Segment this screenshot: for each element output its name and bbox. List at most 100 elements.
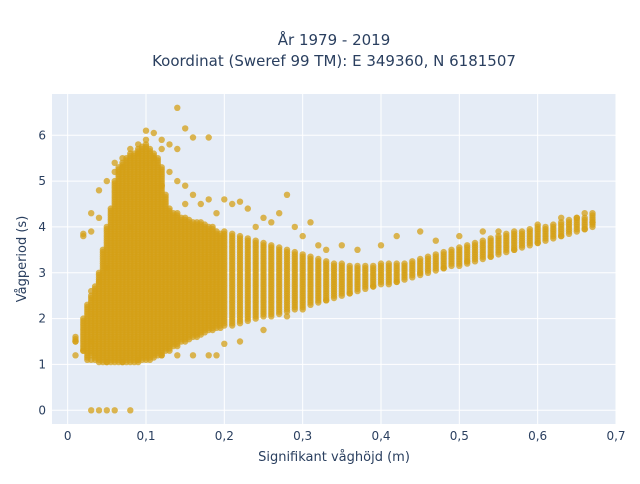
data-point	[315, 255, 322, 263]
data-point	[346, 290, 353, 297]
y-axis-title: Vågperiod (s)	[15, 216, 30, 303]
data-point	[370, 283, 377, 290]
data-point	[150, 150, 157, 157]
data-point	[142, 127, 150, 134]
data-point	[276, 244, 283, 251]
data-point	[221, 228, 228, 235]
data-point	[103, 358, 111, 366]
data-point	[471, 239, 479, 247]
y-tick-label: 5	[38, 174, 46, 188]
data-point	[111, 407, 118, 414]
data-points	[72, 104, 596, 414]
data-point	[80, 230, 87, 237]
data-point	[362, 262, 369, 270]
data-point	[162, 191, 169, 198]
data-point	[268, 242, 275, 249]
x-tick-label: 0,2	[215, 429, 234, 443]
data-point	[479, 237, 486, 244]
data-point	[236, 338, 244, 345]
data-point	[174, 104, 181, 112]
data-point	[166, 168, 173, 176]
data-point	[197, 200, 204, 208]
data-point	[448, 246, 455, 253]
data-point	[72, 333, 79, 341]
data-point	[119, 155, 126, 162]
data-point	[189, 191, 197, 198]
data-point	[589, 219, 596, 226]
data-point	[229, 230, 236, 237]
data-point	[111, 159, 118, 166]
data-point	[127, 223, 134, 231]
y-tick-label: 1	[38, 357, 46, 371]
data-point	[146, 145, 154, 153]
data-point	[291, 248, 298, 256]
data-point	[244, 235, 251, 242]
data-point	[103, 265, 111, 272]
data-point	[511, 246, 518, 253]
y-tick-label: 4	[38, 220, 46, 234]
data-point	[581, 214, 588, 221]
data-point	[111, 168, 118, 176]
y-tick-label: 2	[38, 312, 46, 326]
data-point	[424, 253, 432, 260]
data-point	[221, 196, 228, 203]
data-point	[95, 278, 103, 286]
data-point	[323, 258, 330, 265]
data-point	[209, 223, 216, 231]
data-point	[88, 407, 95, 414]
data-point	[511, 228, 518, 235]
data-point	[158, 182, 165, 189]
x-tick-label: 0,7	[606, 429, 625, 443]
data-point	[158, 145, 165, 153]
data-point	[487, 253, 494, 260]
data-point	[244, 205, 251, 212]
data-point	[581, 210, 588, 217]
data-point	[479, 228, 486, 235]
data-point	[565, 216, 573, 224]
data-point	[95, 187, 103, 194]
data-point	[330, 260, 338, 267]
data-point	[464, 258, 471, 265]
data-point	[323, 297, 330, 304]
data-point	[542, 223, 549, 231]
data-point	[589, 210, 596, 217]
data-point	[526, 226, 533, 233]
data-point	[354, 262, 361, 270]
data-point	[299, 251, 306, 258]
data-point	[432, 251, 439, 258]
data-point	[495, 228, 502, 235]
data-point	[409, 258, 416, 265]
data-point	[80, 347, 87, 354]
x-tick-label: 0	[64, 429, 72, 443]
x-tick-label: 0,6	[528, 429, 547, 443]
data-point	[205, 134, 212, 141]
data-point	[135, 356, 142, 363]
data-point	[299, 306, 306, 313]
data-point	[534, 239, 541, 247]
data-point	[213, 210, 220, 217]
data-point	[417, 269, 424, 276]
data-point	[377, 242, 385, 249]
data-point	[495, 232, 502, 240]
data-point	[119, 358, 126, 366]
data-point	[377, 260, 385, 267]
data-point	[236, 232, 244, 240]
data-point	[88, 356, 95, 363]
y-tick-label: 6	[38, 128, 46, 142]
data-point	[166, 205, 173, 212]
data-point	[142, 141, 150, 148]
data-point	[291, 223, 298, 231]
data-point	[268, 219, 275, 226]
data-point	[283, 191, 291, 198]
data-point	[338, 260, 345, 267]
data-point	[182, 200, 189, 208]
data-point	[213, 352, 220, 359]
data-point	[276, 210, 283, 217]
data-point	[581, 226, 588, 233]
data-point	[88, 338, 95, 345]
data-point	[401, 260, 408, 267]
data-point	[150, 129, 157, 137]
data-point	[558, 214, 565, 221]
data-point	[174, 145, 181, 153]
data-point	[135, 150, 142, 157]
